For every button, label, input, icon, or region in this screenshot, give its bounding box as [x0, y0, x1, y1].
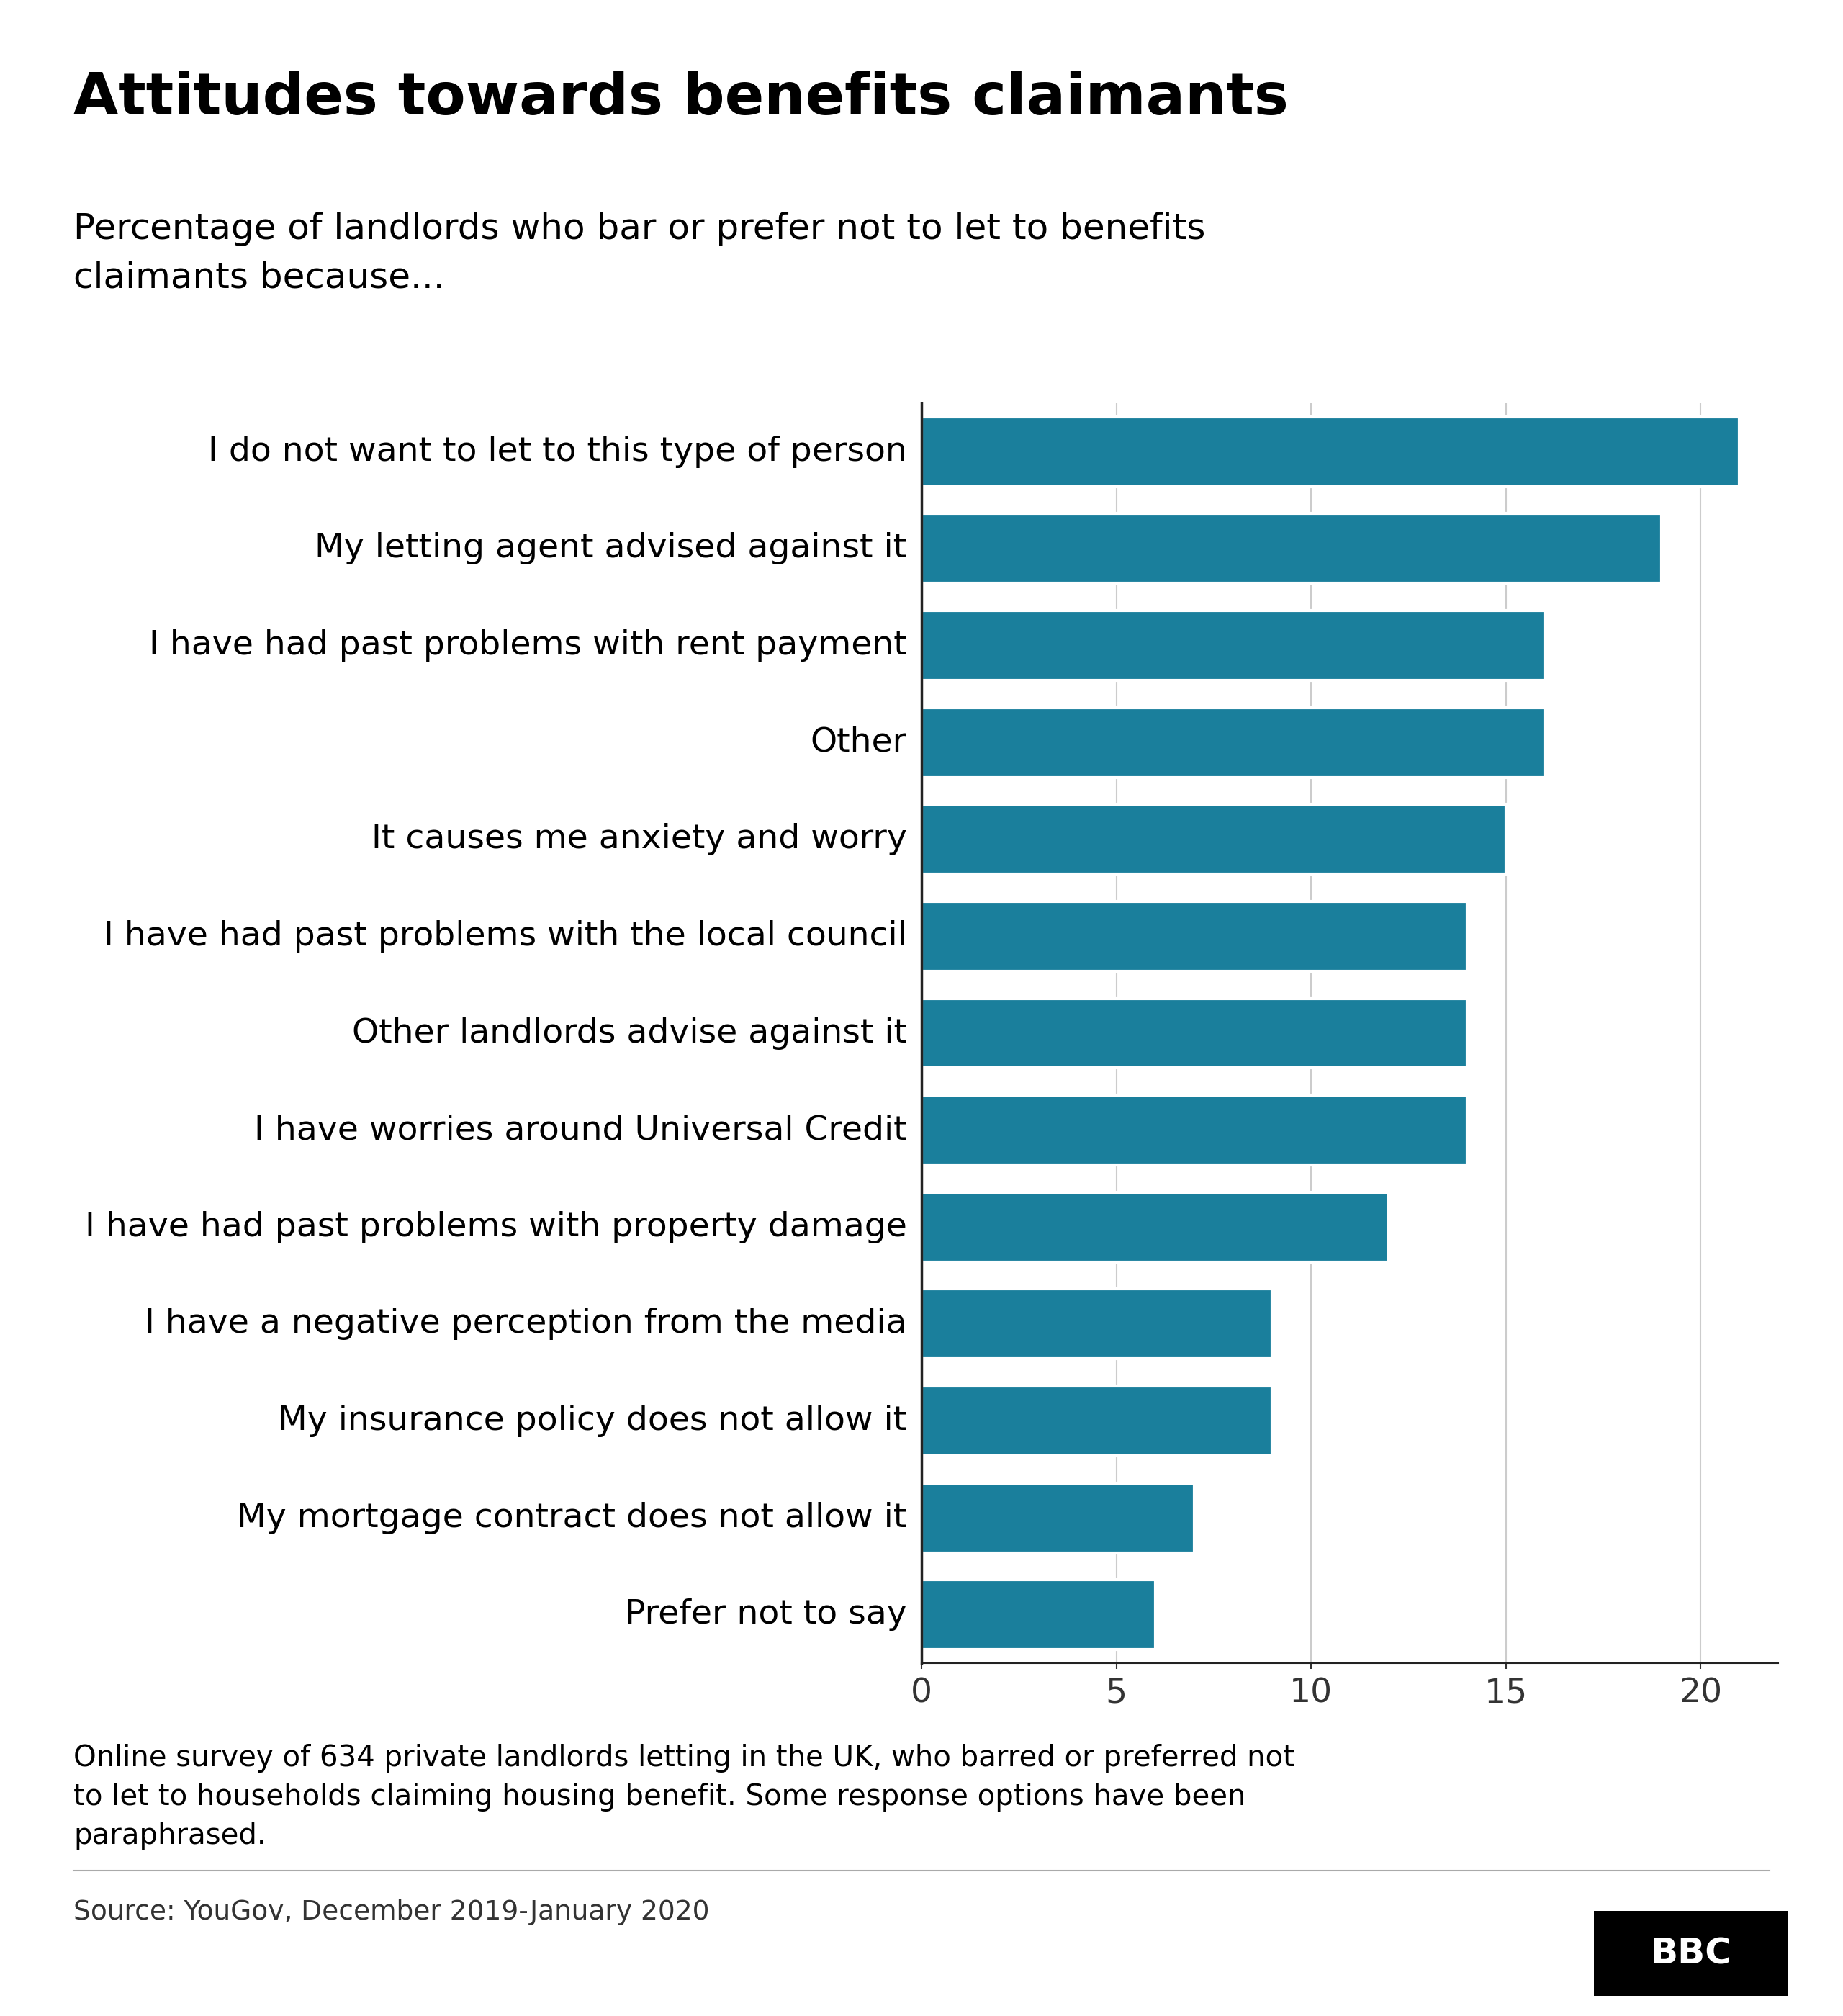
- Text: My mortgage contract does not allow it: My mortgage contract does not allow it: [238, 1502, 907, 1534]
- Text: Other landlords advise against it: Other landlords advise against it: [352, 1016, 907, 1050]
- Bar: [922, 417, 1740, 486]
- Text: I have worries around Universal Credit: I have worries around Universal Credit: [254, 1115, 907, 1147]
- Bar: [922, 998, 1467, 1068]
- Text: I have had past problems with rent payment: I have had past problems with rent payme…: [149, 629, 907, 661]
- Bar: [922, 611, 1544, 681]
- Text: It causes me anxiety and worry: It causes me anxiety and worry: [370, 823, 907, 855]
- Bar: [922, 1191, 1390, 1262]
- Text: Attitudes towards benefits claimants: Attitudes towards benefits claimants: [74, 71, 1288, 127]
- Bar: [922, 514, 1662, 583]
- Bar: [922, 804, 1506, 875]
- Text: I have had past problems with the local council: I have had past problems with the local …: [103, 919, 907, 952]
- Text: My insurance policy does not allow it: My insurance policy does not allow it: [278, 1405, 907, 1437]
- Bar: [922, 708, 1544, 778]
- Text: BBC: BBC: [1649, 1935, 1732, 1972]
- Bar: [922, 1387, 1272, 1456]
- Text: Prefer not to say: Prefer not to say: [625, 1599, 907, 1631]
- Text: Online survey of 634 private landlords letting in the UK, who barred or preferre: Online survey of 634 private landlords l…: [74, 1744, 1296, 1851]
- Bar: [922, 1484, 1194, 1552]
- Bar: [922, 901, 1467, 972]
- Bar: [922, 1288, 1272, 1359]
- Bar: [922, 1581, 1156, 1649]
- Text: Percentage of landlords who bar or prefer not to let to benefits
claimants becau: Percentage of landlords who bar or prefe…: [74, 212, 1205, 294]
- Text: Source: YouGov, December 2019-January 2020: Source: YouGov, December 2019-January 20…: [74, 1899, 710, 1925]
- Bar: [922, 1095, 1467, 1165]
- Text: My letting agent advised against it: My letting agent advised against it: [315, 532, 907, 564]
- Text: I have a negative perception from the media: I have a negative perception from the me…: [146, 1308, 907, 1341]
- Text: I do not want to let to this type of person: I do not want to let to this type of per…: [208, 435, 907, 468]
- Text: I have had past problems with property damage: I have had past problems with property d…: [85, 1212, 907, 1244]
- Text: Other: Other: [811, 726, 907, 758]
